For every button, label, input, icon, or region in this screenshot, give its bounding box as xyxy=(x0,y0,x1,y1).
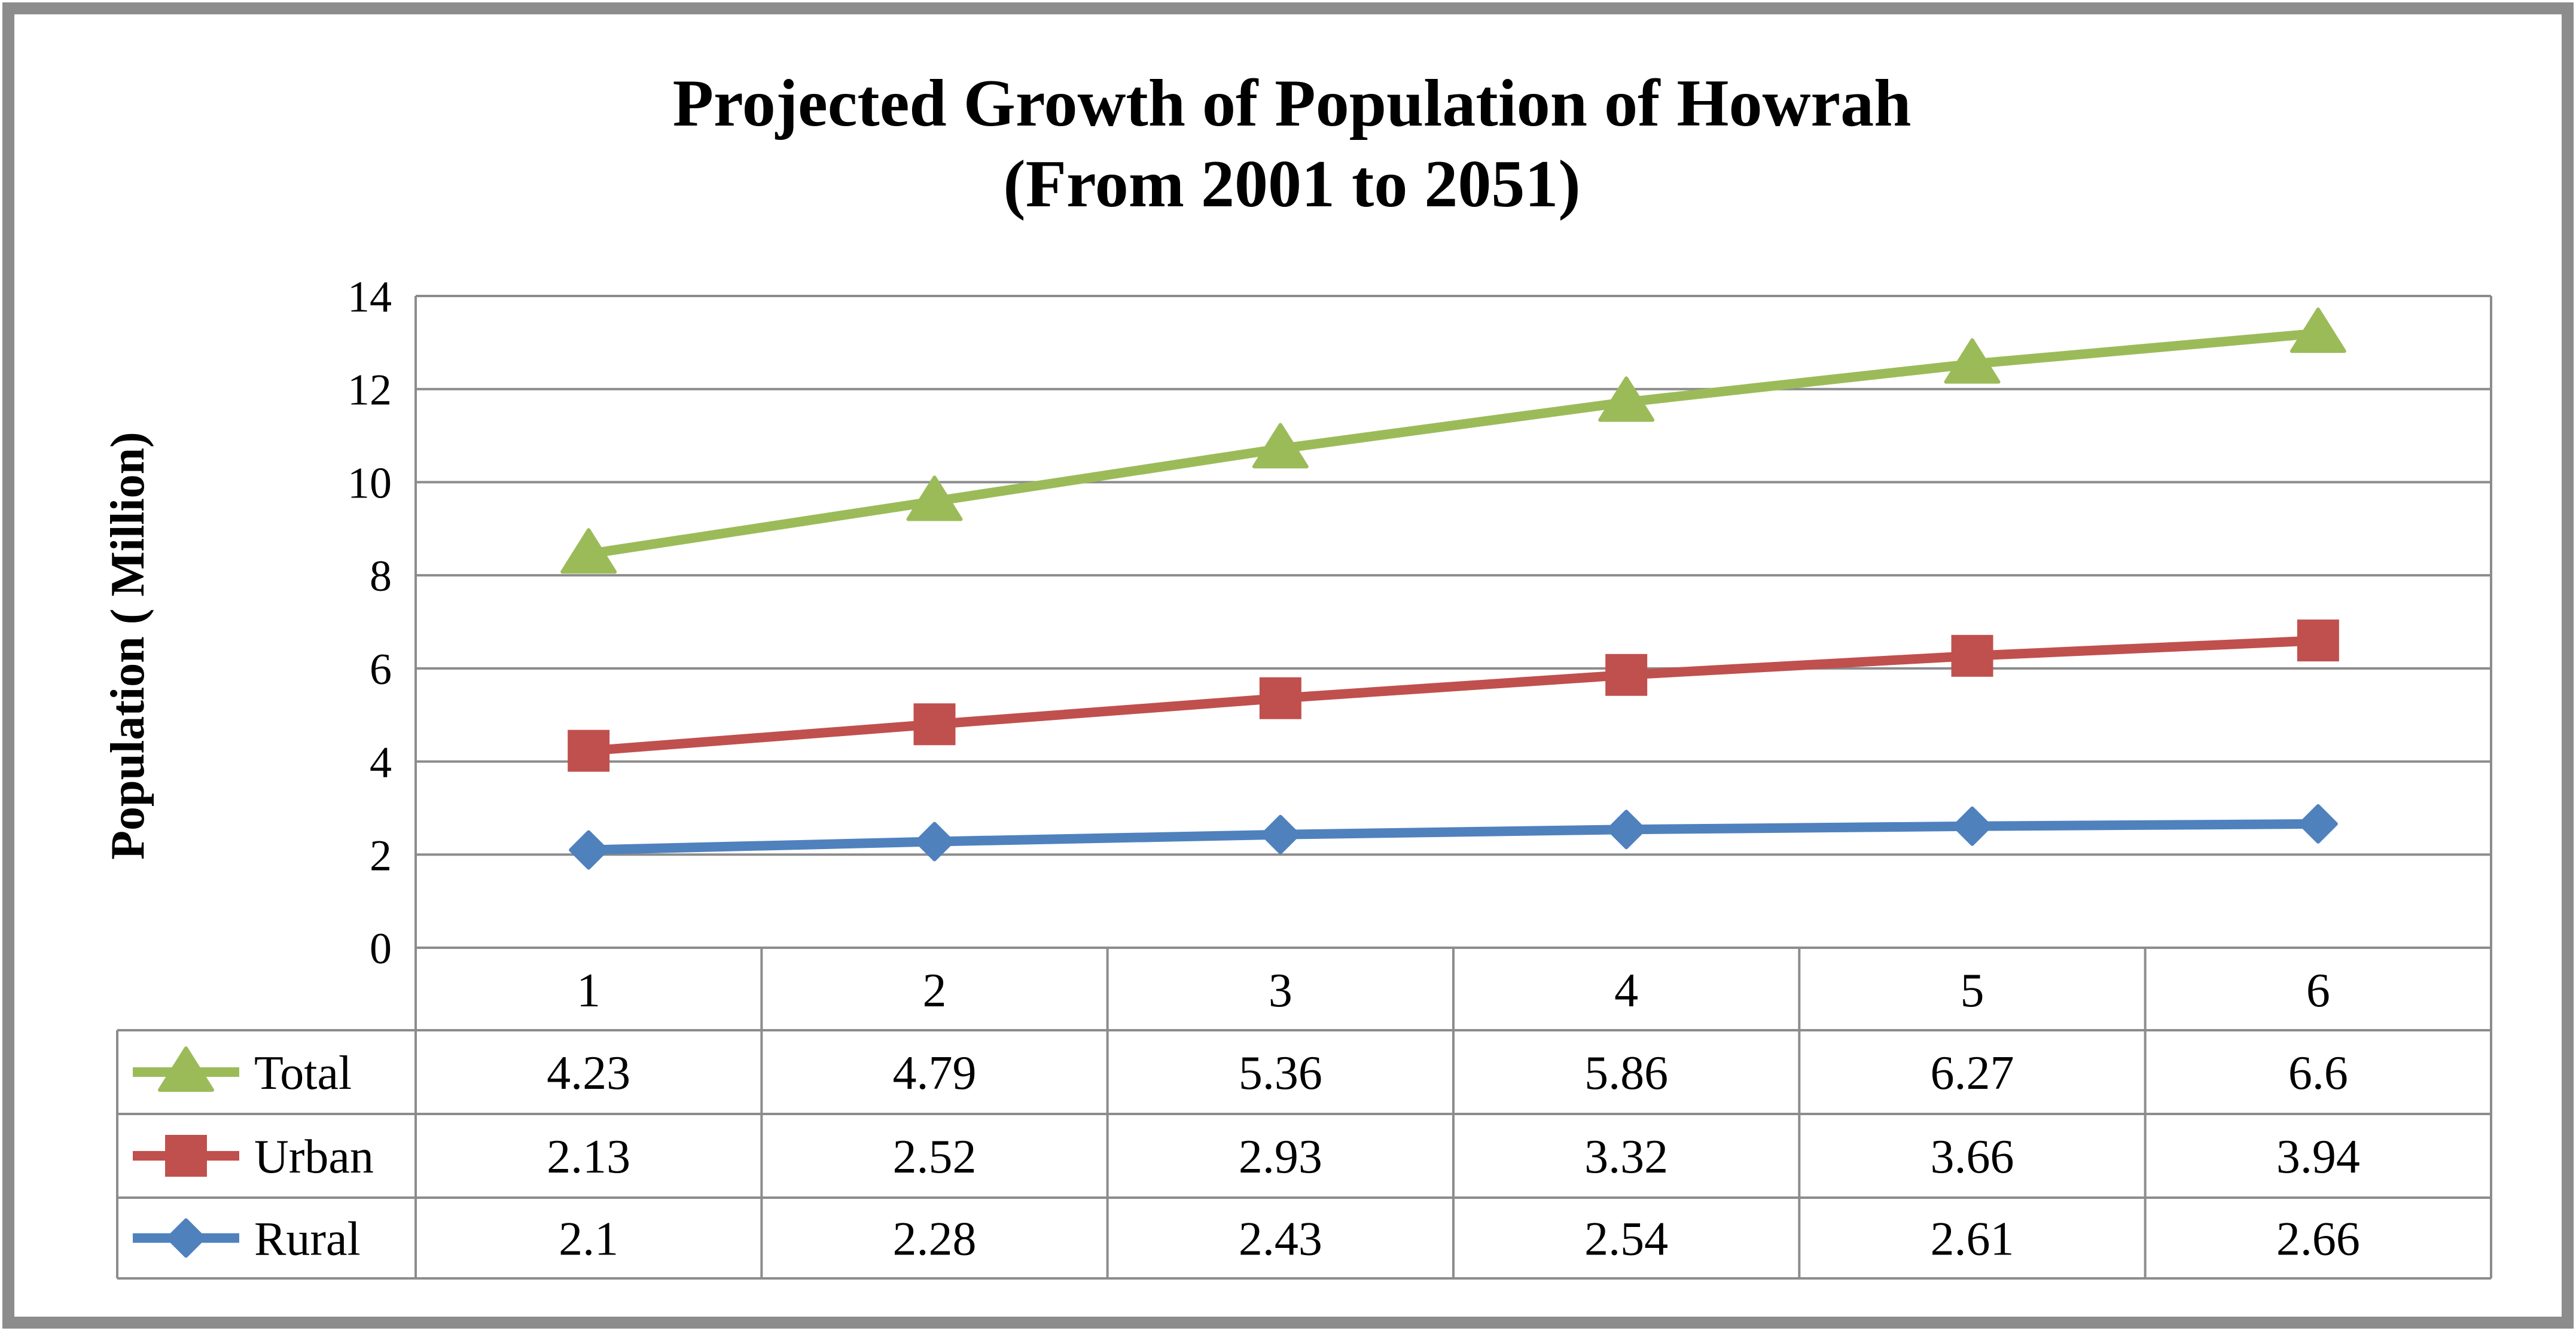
series-total xyxy=(560,307,2346,574)
series-line xyxy=(584,636,2323,756)
legend-marker-square xyxy=(165,1135,207,1177)
y-tick-label: 12 xyxy=(347,366,392,415)
legend-entry-rural: Rural xyxy=(133,1213,361,1266)
data-point xyxy=(569,830,609,870)
table-value: 5.36 xyxy=(1239,1047,1322,1100)
series-rural xyxy=(569,804,2338,870)
data-point xyxy=(1598,376,1655,422)
data-point xyxy=(2298,804,2338,844)
legend-marker-diamond xyxy=(166,1218,206,1258)
table-value: 3.94 xyxy=(2276,1131,2360,1183)
y-tick-label: 8 xyxy=(370,552,392,601)
y-tick-label: 0 xyxy=(370,924,392,973)
x-category-label: 6 xyxy=(2306,964,2330,1017)
table-value: 5.86 xyxy=(1584,1047,1668,1100)
table-value: 4.79 xyxy=(893,1047,977,1100)
data-point xyxy=(560,528,617,574)
legend-entry-urban: Urban xyxy=(133,1131,374,1183)
data-point xyxy=(2297,619,2339,662)
x-category-label: 1 xyxy=(577,964,600,1017)
table-value: 2.28 xyxy=(893,1213,977,1266)
x-category-label: 2 xyxy=(923,964,947,1017)
chart-title: Projected Growth of Population of Howrah xyxy=(673,66,1912,141)
x-category-label: 4 xyxy=(1614,964,1638,1017)
data-point xyxy=(1252,423,1309,469)
data-point xyxy=(906,475,963,521)
table-value: 2.52 xyxy=(893,1131,977,1183)
legend-label: Rural xyxy=(254,1213,361,1266)
data-point xyxy=(1605,654,1648,696)
data-point xyxy=(1260,814,1300,854)
y-tick-label: 6 xyxy=(370,645,392,694)
grid-layer xyxy=(414,295,2491,949)
data-point xyxy=(2290,307,2346,353)
series-urban xyxy=(568,619,2339,772)
legend-label: Urban xyxy=(254,1131,374,1183)
table-value: 2.1 xyxy=(559,1213,618,1266)
table-value: 2.13 xyxy=(547,1131,630,1183)
y-tick-label: 10 xyxy=(347,459,392,508)
legend-entry-total: Total xyxy=(133,1046,352,1100)
table-value: 6.27 xyxy=(1931,1047,2014,1100)
series-line xyxy=(584,328,2323,559)
y-tick-labels: 0 2 4 6 8 10 12 14 xyxy=(347,273,392,973)
table-value: 6.6 xyxy=(2288,1047,2348,1100)
data-point xyxy=(913,703,956,746)
legend-label: Total xyxy=(254,1047,352,1100)
y-tick-label: 2 xyxy=(370,831,392,880)
data-point xyxy=(1952,806,1992,846)
table-value: 2.93 xyxy=(1239,1131,1322,1183)
y-axis-label: Population ( Million) xyxy=(102,432,154,860)
y-tick-label: 14 xyxy=(347,273,392,322)
data-point xyxy=(568,729,610,772)
y-tick-label: 4 xyxy=(370,738,392,787)
table-value: 3.32 xyxy=(1584,1131,1668,1183)
data-point xyxy=(1606,810,1647,850)
table-value: 2.61 xyxy=(1931,1213,2014,1266)
data-point xyxy=(914,822,955,862)
x-category-label: 3 xyxy=(1269,964,1292,1017)
data-point xyxy=(1951,634,1993,677)
table-value: 4.23 xyxy=(547,1047,630,1100)
data-point xyxy=(1259,677,1301,719)
chart-subtitle: (From 2001 to 2051) xyxy=(1003,147,1580,221)
table-value: 2.43 xyxy=(1239,1213,1322,1266)
legend-marker-triangle xyxy=(158,1046,214,1092)
data-point xyxy=(1944,338,2001,384)
table-value: 2.66 xyxy=(2276,1213,2360,1266)
series-line xyxy=(584,819,2323,855)
x-category-label: 5 xyxy=(1961,964,1984,1017)
table-value: 3.66 xyxy=(1931,1131,2014,1183)
table-value: 2.54 xyxy=(1584,1213,1668,1266)
series-layer xyxy=(560,307,2346,870)
